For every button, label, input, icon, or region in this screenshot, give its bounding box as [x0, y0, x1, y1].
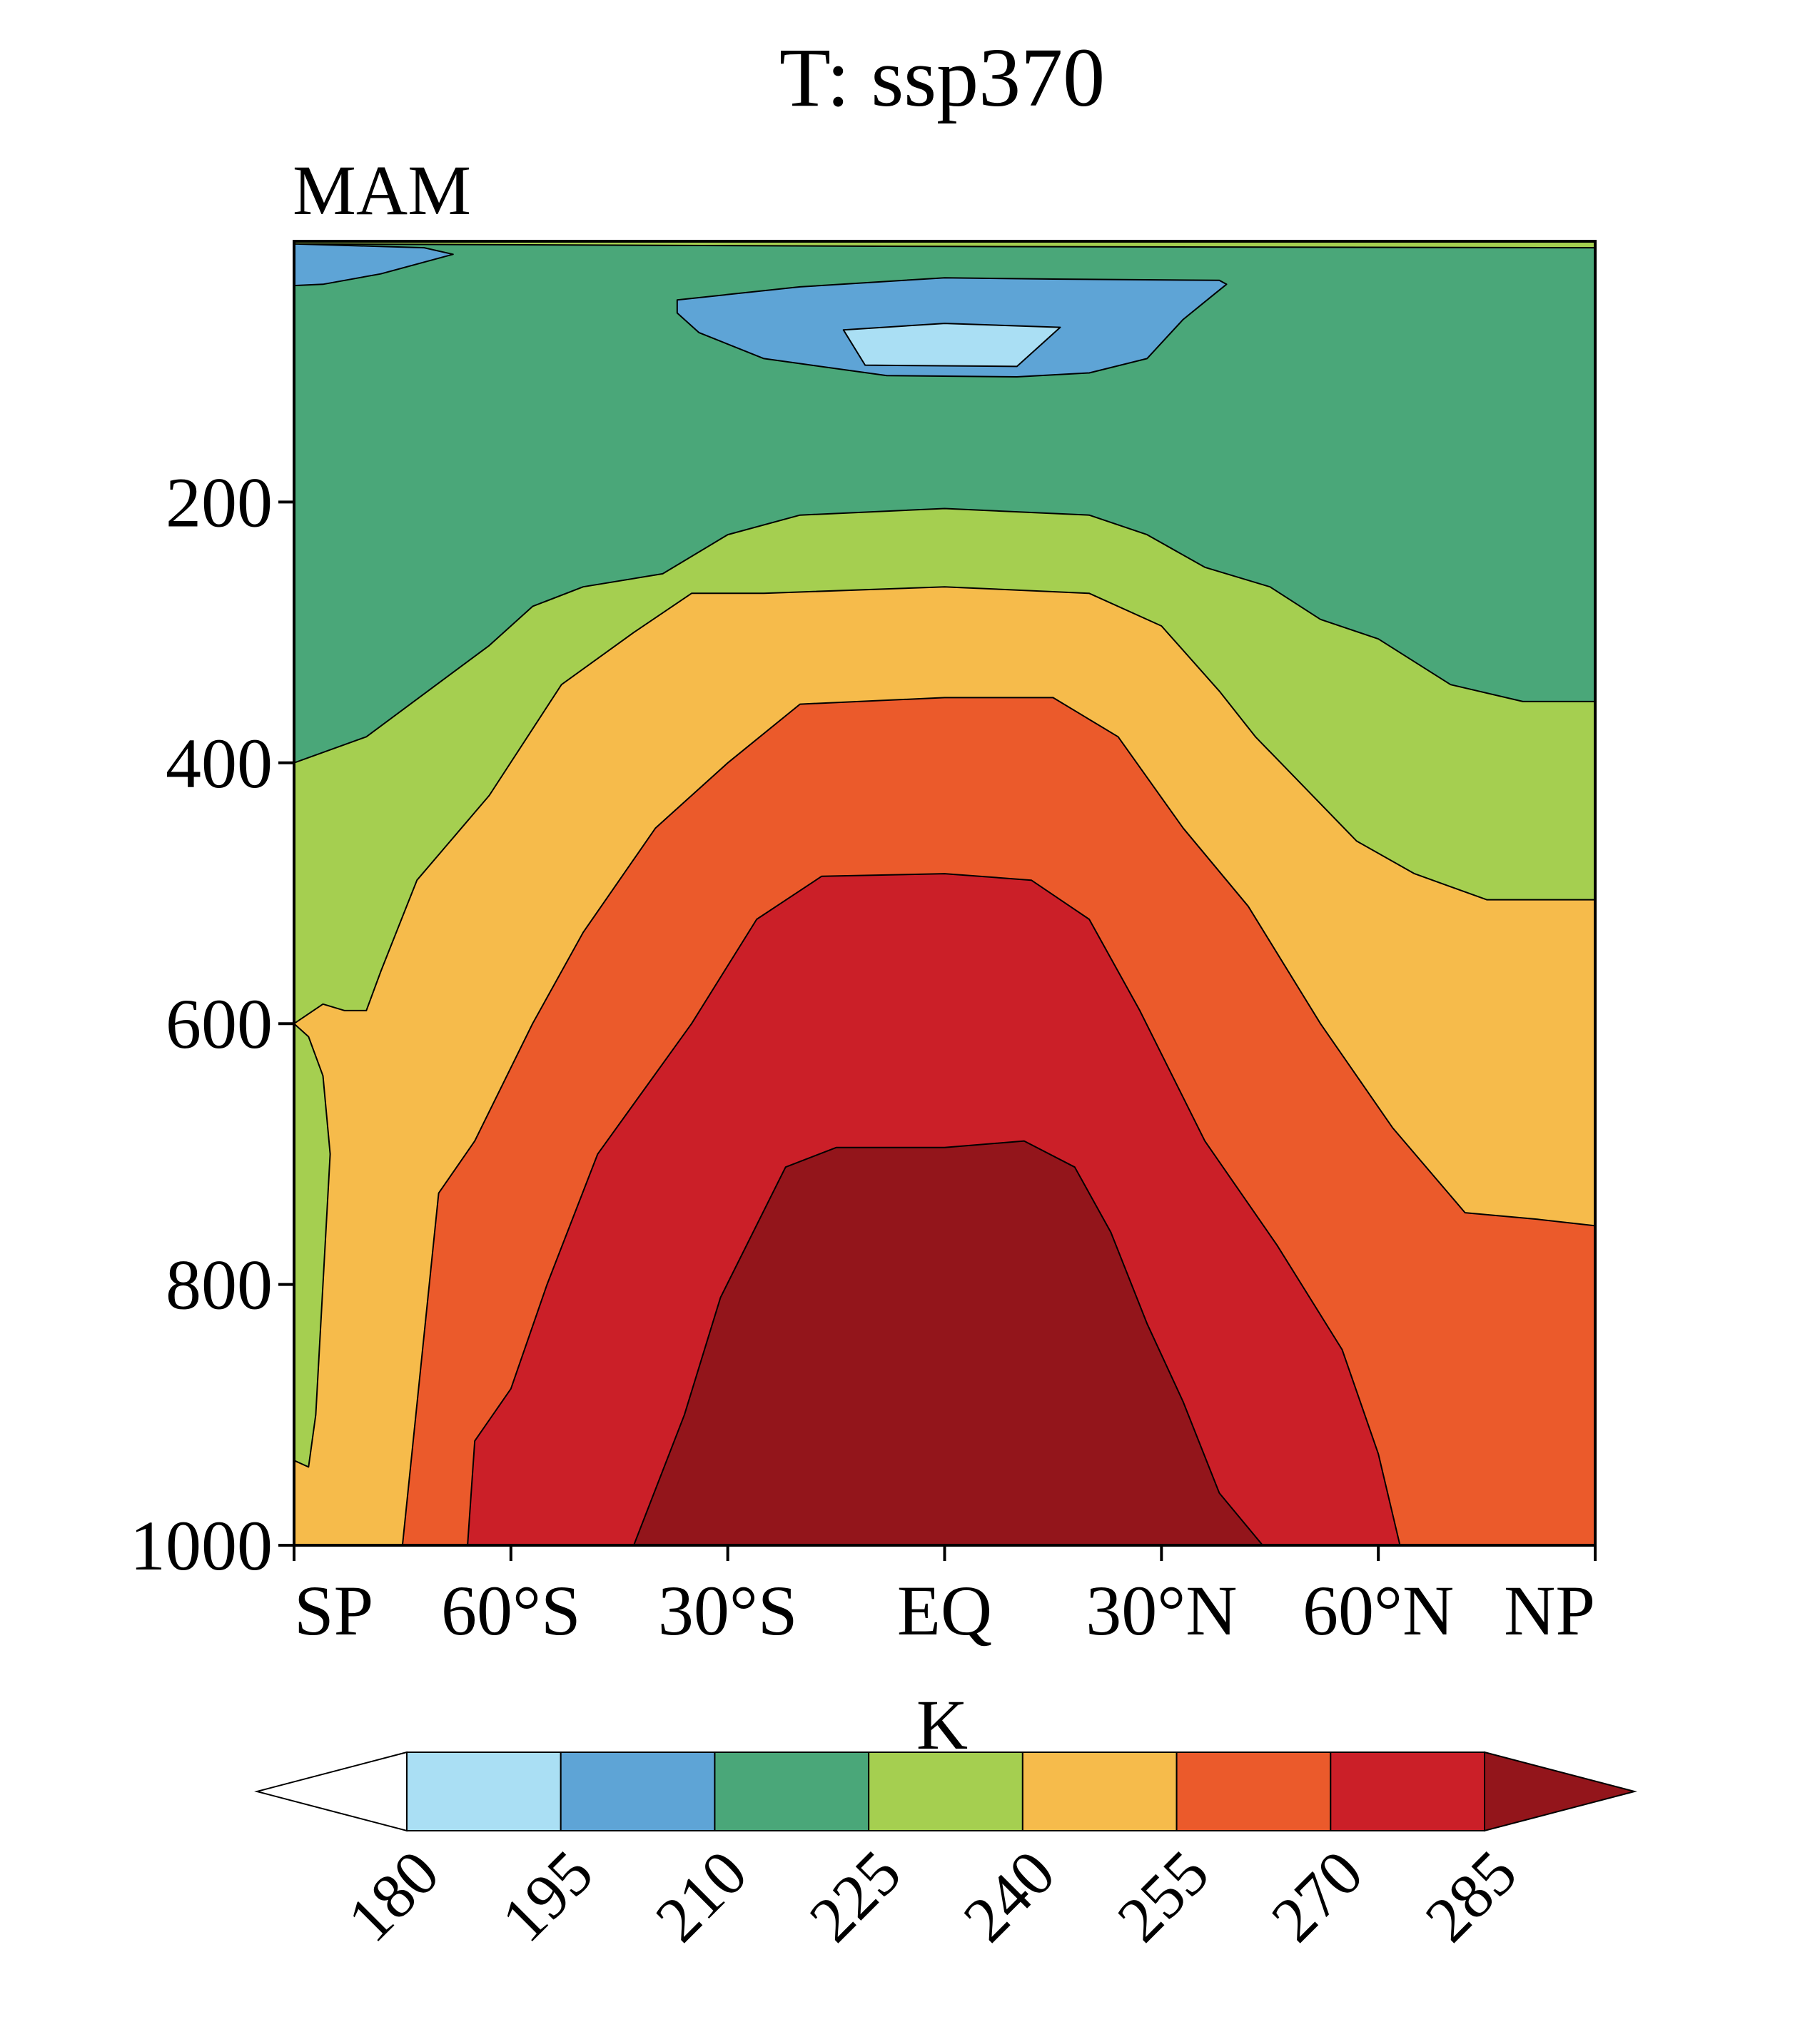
colorbar-box-4	[1021, 1752, 1178, 1831]
x-tick-label-1: 60°S	[441, 1571, 581, 1650]
colorbar-level-225: 225	[797, 1837, 914, 1955]
colorbar-left-extension	[254, 1751, 408, 1832]
colorbar-box-3	[868, 1752, 1023, 1831]
x-tick-label-4: 30°N	[1086, 1571, 1237, 1650]
x-tick-label-5: 60°N	[1303, 1571, 1454, 1650]
x-tick-label-3: EQ	[897, 1571, 992, 1650]
colorbar-right-extension	[1484, 1751, 1637, 1832]
x-tick-label-6: NP	[1504, 1571, 1595, 1650]
y-axis: 200 400 600 800 1000	[130, 463, 294, 1585]
region-darkred-main	[633, 1140, 1264, 1546]
y-tick-label-200: 200	[166, 463, 273, 542]
colorbar-level-240: 240	[951, 1837, 1068, 1955]
colorbar-level-195: 195	[488, 1837, 606, 1955]
region-lightgreen-sp-lower	[293, 1023, 331, 1468]
region-lightblue-tropopause-core	[842, 323, 1061, 368]
colorbar-level-270: 270	[1258, 1837, 1376, 1955]
colorbar-level-285: 285	[1412, 1837, 1530, 1955]
colorbar-box-6	[1330, 1752, 1486, 1831]
y-tick-label-800: 800	[166, 1245, 273, 1325]
x-tick-label-0: SP	[294, 1571, 373, 1650]
y-tick-label-400: 400	[166, 724, 273, 803]
contour-regions	[293, 241, 1596, 1546]
colorbar-level-255: 255	[1104, 1837, 1222, 1955]
x-axis: SP 60°S 30°S EQ 30°N 60°N NP	[293, 1545, 1597, 1650]
colorbar-box-1	[560, 1752, 716, 1831]
colorbar-level-210: 210	[642, 1837, 760, 1955]
colorbar-box-0	[406, 1752, 562, 1831]
colorbar-box-5	[1176, 1752, 1332, 1831]
chart-subtitle: MAM	[293, 151, 471, 230]
y-tick-label-1000: 1000	[130, 1506, 273, 1585]
chart-title: T: ssp370	[779, 31, 1105, 124]
colorbar-level-180: 180	[335, 1837, 453, 1955]
colorbar-box-2	[714, 1752, 870, 1831]
x-tick-label-2: 30°S	[658, 1571, 798, 1650]
y-tick-label-600: 600	[166, 984, 273, 1063]
colorbar: 180 195 210 225 240 255 270 285	[254, 1751, 1637, 1956]
colorbar-label: K	[916, 1685, 968, 1764]
